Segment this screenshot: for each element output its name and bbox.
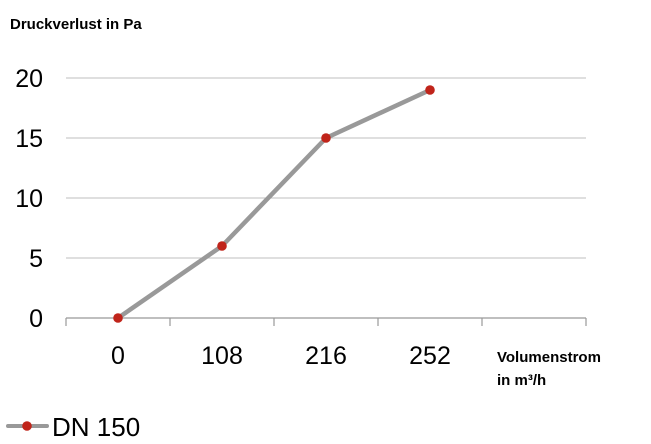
data-point-108 [217, 241, 227, 251]
legend-marker-swatch [22, 421, 32, 431]
x-tick-label-216: 216 [305, 342, 347, 370]
data-point-216 [321, 133, 331, 143]
y-axis-label: Druckverlust in Pa [10, 16, 142, 33]
x-tick-label-108: 108 [201, 342, 243, 370]
series-line-0 [115, 87, 433, 321]
series-layer [113, 85, 435, 323]
x-axis-label-line-2: in m³/h [497, 372, 546, 389]
legend-entry-dn-150: DN 150 [52, 412, 140, 439]
data-point-0 [113, 313, 123, 323]
gridlines [66, 77, 586, 259]
x-tick-labels: 0 108 216 252 [111, 342, 451, 370]
data-point-252 [425, 85, 435, 95]
x-tick-label-0: 0 [111, 342, 125, 370]
y-tick-label-15: 15 [15, 125, 43, 153]
x-axis-label: Volumenstrom in m³/h [497, 349, 605, 389]
legend: DN 150 [6, 412, 140, 442]
x-tick-label-252: 252 [409, 342, 451, 370]
x-axis-label-line-1: Volumenstrom [497, 349, 601, 366]
y-tick-label-5: 5 [29, 245, 43, 273]
y-tick-label-0: 0 [29, 305, 43, 333]
axes [65, 317, 587, 326]
y-tick-label-10: 10 [15, 185, 43, 213]
y-tick-label-20: 20 [15, 65, 43, 93]
y-tick-labels: 0 5 10 15 20 [15, 65, 43, 333]
